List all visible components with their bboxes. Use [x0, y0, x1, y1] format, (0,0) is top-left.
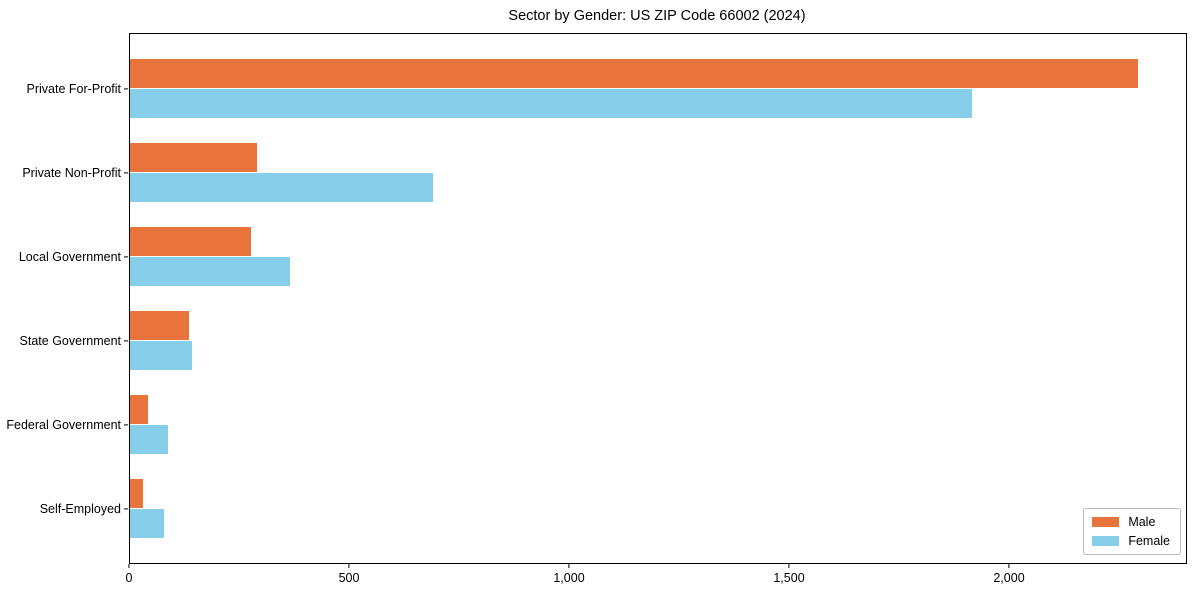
bar-male-3 — [130, 311, 190, 341]
chart-title: Sector by Gender: US ZIP Code 66002 (202… — [508, 8, 806, 24]
y-axis-label-2: Local Government — [18, 249, 121, 264]
legend-swatch-male — [1092, 517, 1120, 527]
x-tick-mark-2 — [568, 563, 570, 568]
x-tick-mark-0 — [128, 563, 130, 568]
legend-item-male: Male — [1092, 515, 1170, 529]
y-tick-mark-4 — [124, 423, 128, 426]
y-axis-label-5: Self-Employed — [39, 501, 121, 516]
bar-female-0 — [130, 88, 972, 118]
x-tick-label-2: 1,000 — [553, 570, 585, 585]
x-tick-mark-3 — [788, 563, 790, 568]
y-axis-label-1: Private Non-Profit — [22, 165, 121, 180]
bar-female-4 — [130, 424, 169, 454]
bar-male-5 — [130, 479, 144, 509]
bar-female-3 — [130, 340, 192, 370]
legend-swatch-female — [1092, 536, 1120, 546]
y-tick-mark-0 — [124, 87, 128, 90]
bar-male-1 — [130, 143, 257, 173]
legend-label-male: Male — [1128, 515, 1156, 529]
x-tick-label-1: 500 — [338, 570, 360, 585]
y-axis-labels: Private For-Profit Private Non-Profit Loca… — [0, 33, 128, 562]
x-tick-label-3: 1,500 — [773, 570, 805, 585]
bar-female-1 — [130, 172, 434, 202]
bar-female-5 — [130, 508, 164, 538]
legend-label-female: Female — [1128, 534, 1170, 548]
bar-male-0 — [130, 59, 1138, 89]
bar-male-2 — [130, 227, 251, 257]
x-tick-mark-4 — [1008, 563, 1010, 568]
y-axis-label-0: Private For-Profit — [26, 81, 121, 96]
legend-item-female: Female — [1092, 534, 1170, 548]
x-tick-label-4: 2,000 — [993, 570, 1025, 585]
plot-area: Male Female — [129, 33, 1187, 564]
y-tick-mark-1 — [124, 171, 128, 174]
x-axis-ticks: 0 500 1,000 1,500 2,000 — [125, 563, 1185, 594]
legend: Male Female — [1083, 508, 1181, 555]
y-axis-label-3: State Government — [19, 333, 121, 348]
bar-male-4 — [130, 395, 148, 425]
y-tick-mark-2 — [124, 255, 128, 258]
y-axis-label-4: Federal Government — [6, 417, 121, 432]
bar-female-2 — [130, 256, 291, 286]
x-tick-mark-1 — [348, 563, 350, 568]
y-tick-mark-5 — [124, 507, 128, 510]
y-tick-mark-3 — [124, 339, 128, 342]
x-tick-label-0: 0 — [125, 570, 133, 585]
